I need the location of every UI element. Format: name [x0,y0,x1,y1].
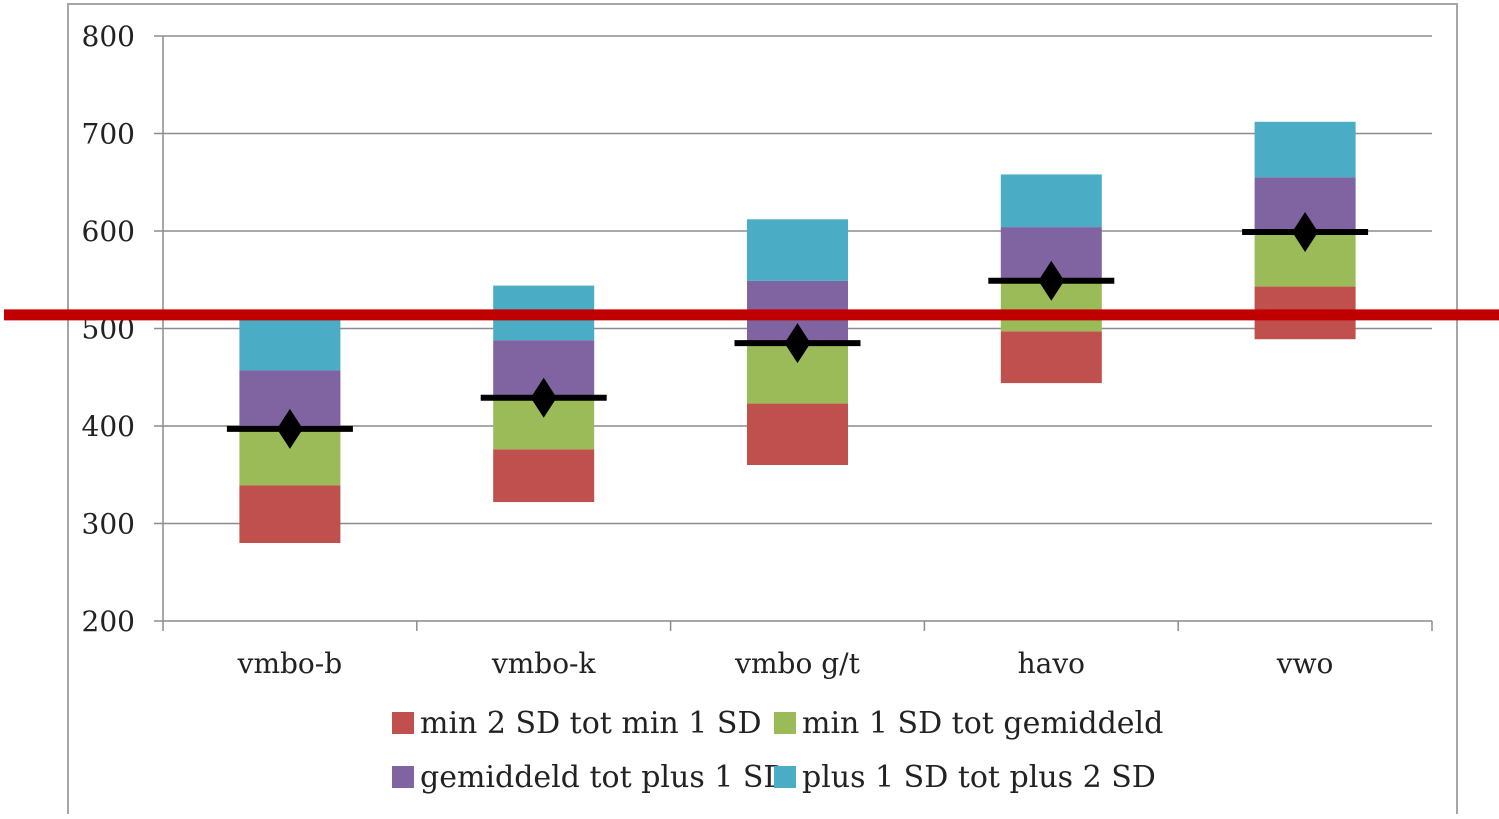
bar-segment [747,403,848,465]
bar-segment [239,315,341,371]
legend-swatch [774,766,796,788]
bar-segment [747,219,848,281]
legend-label: gemiddeld tot plus 1 SD [420,760,788,795]
legend-swatch [392,766,414,788]
y-tick-label: 200 [82,605,135,638]
x-category-label: vmbo-k [491,647,597,680]
y-tick-label: 700 [82,118,135,151]
mean-markers [226,211,1369,449]
mean-diamond-marker [784,323,811,364]
bar-segment [239,485,341,543]
x-category-label: vmbo g/t [734,647,860,680]
legend-label: plus 1 SD tot plus 2 SD [802,760,1156,795]
mean-diamond-marker [276,408,303,449]
legend: min 2 SD tot min 1 SD min 1 SD tot gemidd… [392,706,1163,795]
bar-segment [1000,331,1102,384]
bar-segment [1254,121,1356,178]
legend-swatch [774,712,796,734]
y-tick-label: 600 [82,215,135,248]
mean-diamond-marker [1292,211,1319,252]
x-category-label: vmbo-b [237,647,343,680]
y-tick-label: 400 [82,410,135,443]
legend-label: min 2 SD tot min 1 SD [420,706,762,741]
x-category-label: vwo [1276,647,1334,680]
bar-segment [493,449,595,503]
bar-segment [1000,174,1102,228]
mean-diamond-marker [530,377,557,418]
y-tick-label: 800 [82,20,135,53]
legend-label: min 1 SD tot gemiddeld [802,706,1163,741]
y-tick-label: 300 [82,508,135,541]
x-category-label: havo [1018,647,1085,680]
mean-diamond-marker [1038,260,1065,301]
legend-swatch [392,712,414,734]
